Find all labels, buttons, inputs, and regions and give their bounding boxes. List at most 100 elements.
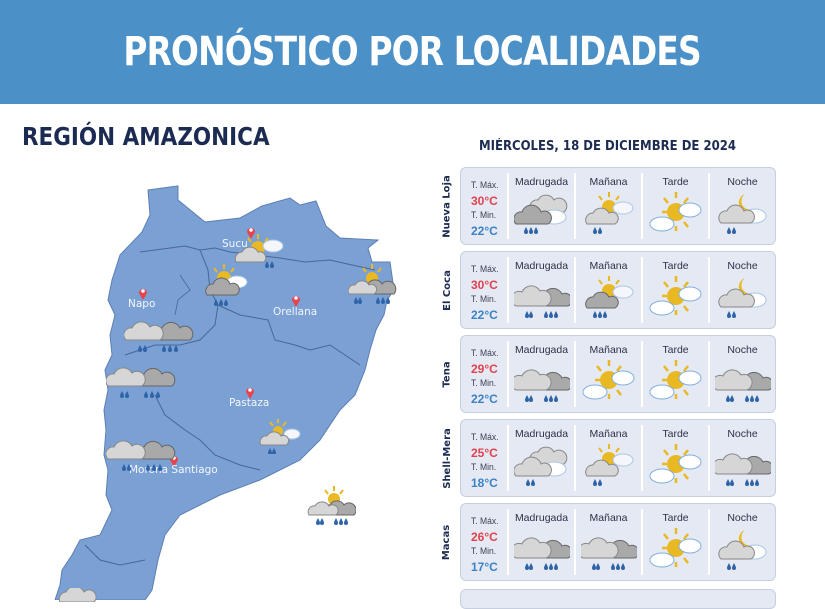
region-map-shape: [54, 185, 395, 601]
period-tarde: Tarde: [643, 173, 710, 239]
period-madrugada: Madrugada: [509, 425, 576, 491]
map-label-sucumbios: Sucu: [222, 238, 248, 250]
period-label: Tarde: [662, 512, 689, 524]
tmin-label: T. Min.: [471, 210, 497, 221]
cloud-icon: [58, 588, 97, 602]
cloudy-rain-icon: [714, 453, 771, 486]
partly-sunny-rain-icon: [584, 276, 633, 318]
forecast-card: T. Máx. 30°C T. Min. 22°C Madrugada Maña…: [460, 167, 776, 245]
forecast-date: MIÉRCOLES, 18 DE DICIEMBRE DE 2024: [479, 139, 737, 154]
night-partly-cloudy-light-rain-icon: [717, 194, 766, 234]
forecast-card-partial: [460, 589, 776, 609]
partly-sunny-light-rain-icon: [584, 192, 633, 234]
period-label: Noche: [727, 344, 758, 356]
period-label: Mañana: [589, 428, 628, 440]
period-manana: Mañana: [576, 257, 643, 323]
forecast-row-macas: Macas T. Máx. 26°C T. Min. 17°C Madrugad…: [438, 503, 778, 587]
tmax-value: 26°C: [471, 530, 498, 544]
period-label: Tarde: [662, 176, 689, 188]
night-partly-cloudy-light-rain-icon: [717, 278, 766, 318]
partly-sunny-light-rain-icon: [259, 419, 301, 454]
location-pin-icon[interactable]: [138, 286, 148, 300]
period-label: Noche: [727, 176, 758, 188]
forecast-list: Nueva Loja T. Máx. 30°C T. Min. 22°C Mad…: [438, 167, 778, 609]
tmin-value: 17°C: [471, 560, 498, 574]
cloudy-rain-icon: [106, 440, 176, 471]
tmax-label: T. Máx.: [471, 180, 499, 191]
period-noche: Noche: [710, 509, 775, 575]
cloudy-rain-icon: [124, 321, 194, 352]
period-manana: Mañana: [576, 173, 643, 239]
period-madrugada: Madrugada: [509, 341, 576, 407]
cloudy-rain-icon: [513, 369, 570, 402]
partly-sunny-rain-icon: [307, 486, 356, 525]
period-label: Mañana: [589, 512, 628, 524]
period-label: Madrugada: [514, 176, 569, 188]
sun-with-clouds-icon: [582, 360, 634, 400]
period-label: Noche: [727, 512, 758, 524]
tmin-label: T. Min.: [471, 462, 497, 473]
temperature-block: T. Máx. 25°C T. Min. 18°C: [461, 425, 509, 491]
region-title: REGIÓN AMAZONICA: [22, 122, 270, 151]
temperature-block: T. Máx. 30°C T. Min. 22°C: [461, 257, 509, 323]
cloudy-light-rain-icon: [513, 446, 567, 486]
map-label-pastaza: Pastaza: [229, 397, 270, 409]
forecast-card: T. Máx. 26°C T. Min. 17°C Madrugada Maña…: [460, 503, 776, 581]
tmax-value: 30°C: [471, 194, 498, 208]
period-madrugada: Madrugada: [509, 173, 576, 239]
period-label: Noche: [727, 260, 758, 272]
location-pin-icon[interactable]: [246, 225, 256, 239]
location-pin-icon[interactable]: [245, 385, 255, 399]
period-label: Tarde: [662, 260, 689, 272]
cloudy-rain-icon: [714, 369, 771, 402]
period-label: Mañana: [589, 176, 628, 188]
amazon-region-map: Sucu Napo Orellana Pastaza Morona Santia…: [0, 150, 420, 602]
tmin-value: 22°C: [471, 392, 498, 406]
forecast-card: T. Máx. 25°C T. Min. 18°C Madrugada Maña…: [460, 419, 776, 497]
page-title: PRONÓSTICO POR LOCALIDADES: [123, 29, 702, 75]
period-label: Madrugada: [514, 260, 569, 272]
tmax-label: T. Máx.: [471, 516, 499, 527]
sun-with-clouds-icon: [649, 444, 701, 484]
sun-with-clouds-icon: [649, 360, 701, 400]
location-name: Shell-Mera: [441, 427, 453, 489]
location-name: Tena: [441, 360, 453, 388]
period-noche: Noche: [710, 425, 775, 491]
map-label-morona-santiago: Morona Santiago: [129, 464, 218, 476]
tmax-value: 25°C: [471, 446, 498, 460]
tmin-value: 18°C: [471, 476, 498, 490]
cloudy-rain-icon: [513, 285, 570, 318]
partly-sunny-rain-icon: [348, 264, 397, 304]
tmin-value: 22°C: [471, 224, 498, 238]
period-label: Mañana: [589, 260, 628, 272]
period-manana: Mañana: [576, 509, 643, 575]
tmin-label: T. Min.: [471, 378, 497, 389]
tmax-label: T. Máx.: [471, 348, 499, 359]
forecast-card: T. Máx. 29°C T. Min. 22°C Madrugada Maña…: [460, 335, 776, 413]
location-name: Macas: [441, 524, 453, 560]
forecast-row-el-coca: El Coca T. Máx. 30°C T. Min. 22°C Madrug…: [438, 251, 778, 335]
period-madrugada: Madrugada: [509, 257, 576, 323]
period-madrugada: Madrugada: [509, 509, 576, 575]
forecast-row-tena: Tena T. Máx. 29°C T. Min. 22°C Madrugada…: [438, 335, 778, 419]
sun-with-clouds-icon: [649, 192, 701, 232]
period-label: Tarde: [662, 344, 689, 356]
period-noche: Noche: [710, 257, 775, 323]
partly-sunny-heavy-rain-icon: [205, 264, 248, 306]
period-noche: Noche: [710, 173, 775, 239]
temperature-block: T. Máx. 30°C T. Min. 22°C: [461, 173, 509, 239]
period-label: Madrugada: [514, 344, 569, 356]
partly-sunny-rain-icon: [234, 234, 284, 268]
location-pin-icon[interactable]: [291, 293, 301, 307]
temperature-block: T. Máx. 26°C T. Min. 17°C: [461, 509, 509, 575]
tmin-label: T. Min.: [471, 294, 497, 305]
sun-with-clouds-icon: [649, 276, 701, 316]
tmax-label: T. Máx.: [471, 264, 499, 275]
partly-sunny-light-rain-icon: [584, 444, 633, 486]
period-label: Tarde: [662, 428, 689, 440]
tmax-label: T. Máx.: [471, 432, 499, 443]
forecast-card: T. Máx. 30°C T. Min. 22°C Madrugada Maña…: [460, 251, 776, 329]
night-partly-cloudy-light-rain-icon: [717, 530, 766, 570]
period-label: Mañana: [589, 344, 628, 356]
cloudy-rain-icon: [580, 537, 637, 570]
